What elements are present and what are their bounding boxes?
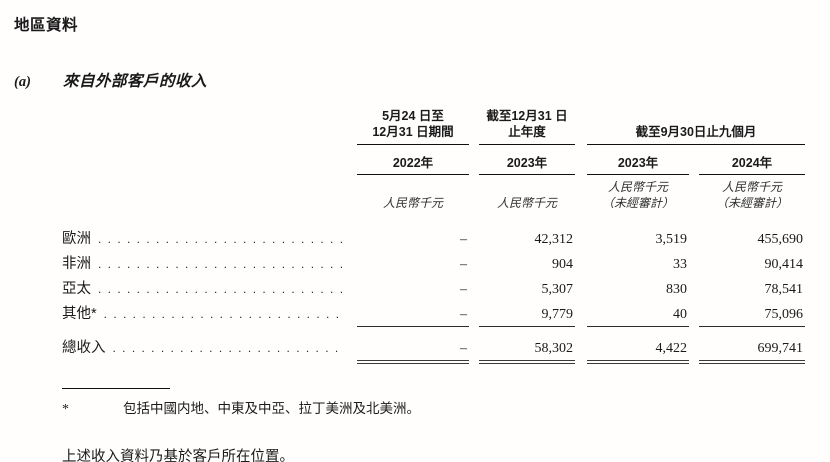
dot-leader bbox=[106, 341, 346, 355]
footnote: * 包括中國内地、中東及中亞、拉丁美洲及北美洲。 bbox=[62, 397, 830, 418]
table-row-others: 其他* – 9,779 40 75,096 bbox=[62, 302, 830, 328]
dot-leader bbox=[97, 307, 345, 321]
cell-value: – bbox=[460, 282, 467, 298]
cell-value: 5,307 bbox=[541, 282, 574, 298]
row-label: 歐洲 bbox=[62, 231, 91, 248]
footnote-marker: * bbox=[62, 402, 69, 418]
footnote-text: 包括中國内地、中東及中亞、拉丁美洲及北美洲。 bbox=[123, 401, 420, 417]
cell-value: 3,519 bbox=[655, 232, 688, 248]
row-spacer bbox=[62, 327, 830, 336]
cell-value: 9,779 bbox=[479, 307, 575, 328]
year-header: 2022年 bbox=[357, 150, 469, 175]
cell-value: 830 bbox=[666, 282, 687, 298]
footnote-divider bbox=[62, 388, 170, 390]
period-header-2022: 5月24 日至 12月31 日期間 bbox=[372, 109, 454, 140]
section-title: 來自外部客戶的收入 bbox=[63, 73, 208, 90]
unit-label: 人民幣千元 bbox=[382, 196, 443, 211]
page-title: 地區資料 bbox=[14, 17, 79, 34]
table-row-total-revenue: 總收入 – 58,302 4,422 699,741 bbox=[62, 336, 830, 365]
table-year-header-row: 2022年 2023年 2023年 2024年 bbox=[62, 150, 830, 175]
row-label: 總收入 bbox=[62, 340, 106, 357]
header-rule bbox=[357, 143, 469, 150]
cell-value: 455,690 bbox=[757, 232, 804, 248]
unit-label: 人民幣千元 bbox=[496, 196, 557, 211]
unit-label-unaudited: 人民幣千元 （未經審計） bbox=[715, 179, 788, 211]
cell-value: – bbox=[460, 232, 467, 248]
cell-value: 42,312 bbox=[534, 232, 574, 248]
dot-leader bbox=[91, 282, 345, 296]
cell-value: – bbox=[357, 307, 469, 328]
total-value: 4,422 bbox=[587, 341, 689, 365]
total-value: 699,741 bbox=[699, 341, 805, 365]
row-label: 其他* bbox=[62, 306, 97, 323]
table-header-rule-row bbox=[62, 141, 830, 150]
dot-leader bbox=[91, 232, 345, 246]
closing-statement: 上述收入資料乃基於客戶所在位置。 bbox=[62, 449, 294, 462]
year-header: 2023年 bbox=[587, 150, 689, 175]
period-header-nine-months: 截至9月30日止九個月 bbox=[635, 125, 757, 140]
total-value: 58,302 bbox=[479, 341, 575, 365]
cell-value: 33 bbox=[673, 257, 687, 273]
row-label: 非洲 bbox=[62, 256, 91, 273]
section-label: (a) bbox=[14, 74, 31, 90]
period-header-fy2023: 截至12月31 日 止年度 bbox=[486, 109, 568, 140]
table-row-africa: 非洲 – 904 33 90,414 bbox=[62, 252, 830, 277]
year-header: 2024年 bbox=[699, 150, 805, 175]
header-rule bbox=[479, 143, 575, 150]
cell-value: 75,096 bbox=[699, 307, 805, 328]
table-body: 歐洲 – 42,312 3,519 455,690 非洲 – 904 33 90… bbox=[62, 227, 830, 365]
cell-value: 40 bbox=[587, 307, 689, 328]
cell-value: – bbox=[460, 257, 467, 273]
table-row-asia-pacific: 亞太 – 5,307 830 78,541 bbox=[62, 277, 830, 302]
table-unit-row: 人民幣千元 人民幣千元 人民幣千元 （未經審計） 人民幣千元 （未經審計） bbox=[62, 175, 830, 213]
unit-label-unaudited: 人民幣千元 （未經審計） bbox=[601, 179, 674, 211]
year-header: 2023年 bbox=[479, 150, 575, 175]
total-value: – bbox=[357, 341, 469, 365]
cell-value: 78,541 bbox=[764, 282, 804, 298]
header-rule-group bbox=[587, 143, 805, 150]
table-row-europe: 歐洲 – 42,312 3,519 455,690 bbox=[62, 227, 830, 252]
row-label: 亞太 bbox=[62, 281, 91, 298]
dot-leader bbox=[91, 257, 345, 271]
cell-value: 904 bbox=[552, 257, 573, 273]
revenue-table: 5月24 日至 12月31 日期間 截至12月31 日 止年度 截至9月30日止… bbox=[62, 108, 830, 365]
table-period-header-row: 5月24 日至 12月31 日期間 截至12月31 日 止年度 截至9月30日止… bbox=[62, 108, 830, 141]
section-heading: (a) 來自外部客戶的收入 bbox=[14, 69, 830, 91]
cell-value: 90,414 bbox=[764, 257, 804, 273]
